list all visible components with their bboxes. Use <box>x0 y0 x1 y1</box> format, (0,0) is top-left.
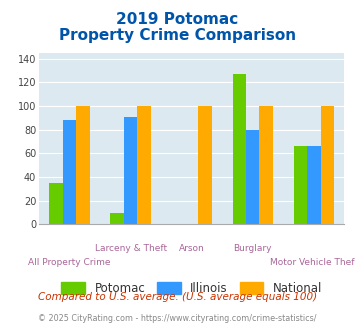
Text: © 2025 CityRating.com - https://www.cityrating.com/crime-statistics/: © 2025 CityRating.com - https://www.city… <box>38 314 317 323</box>
Bar <box>294 146 307 224</box>
Bar <box>198 106 212 224</box>
Legend: Potomac, Illinois, National: Potomac, Illinois, National <box>61 282 322 295</box>
Text: Larceny & Theft: Larceny & Theft <box>94 244 167 253</box>
Bar <box>124 117 137 224</box>
Text: Burglary: Burglary <box>234 244 272 253</box>
Bar <box>76 106 90 224</box>
Bar <box>49 183 63 224</box>
Text: All Property Crime: All Property Crime <box>28 258 111 267</box>
Bar <box>307 146 321 224</box>
Bar <box>110 213 124 224</box>
Text: 2019 Potomac: 2019 Potomac <box>116 12 239 26</box>
Bar <box>321 106 334 224</box>
Bar <box>233 74 246 224</box>
Bar <box>137 106 151 224</box>
Bar <box>63 120 76 224</box>
Text: Compared to U.S. average. (U.S. average equals 100): Compared to U.S. average. (U.S. average … <box>38 292 317 302</box>
Text: Property Crime Comparison: Property Crime Comparison <box>59 28 296 43</box>
Text: Arson: Arson <box>179 244 204 253</box>
Bar <box>246 130 260 224</box>
Bar <box>260 106 273 224</box>
Text: Motor Vehicle Theft: Motor Vehicle Theft <box>270 258 355 267</box>
